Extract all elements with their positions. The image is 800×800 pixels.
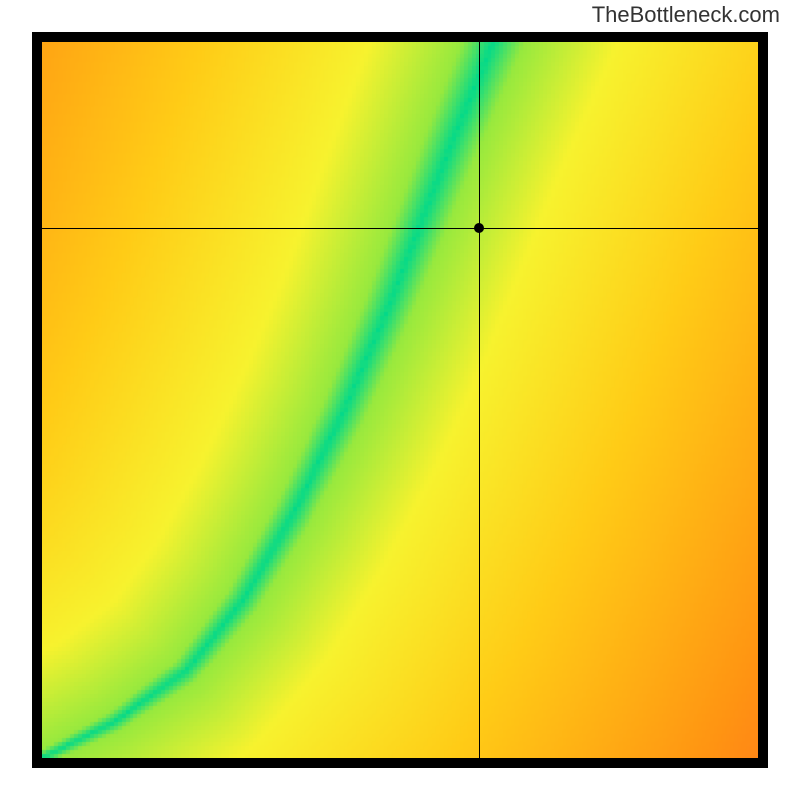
heatmap-inner — [42, 42, 758, 758]
heatmap-frame — [32, 32, 768, 768]
heatmap-canvas — [42, 42, 758, 758]
crosshair-marker — [474, 223, 484, 233]
watermark-text: TheBottleneck.com — [592, 2, 780, 28]
crosshair-vertical — [479, 42, 480, 758]
crosshair-horizontal — [42, 228, 758, 229]
